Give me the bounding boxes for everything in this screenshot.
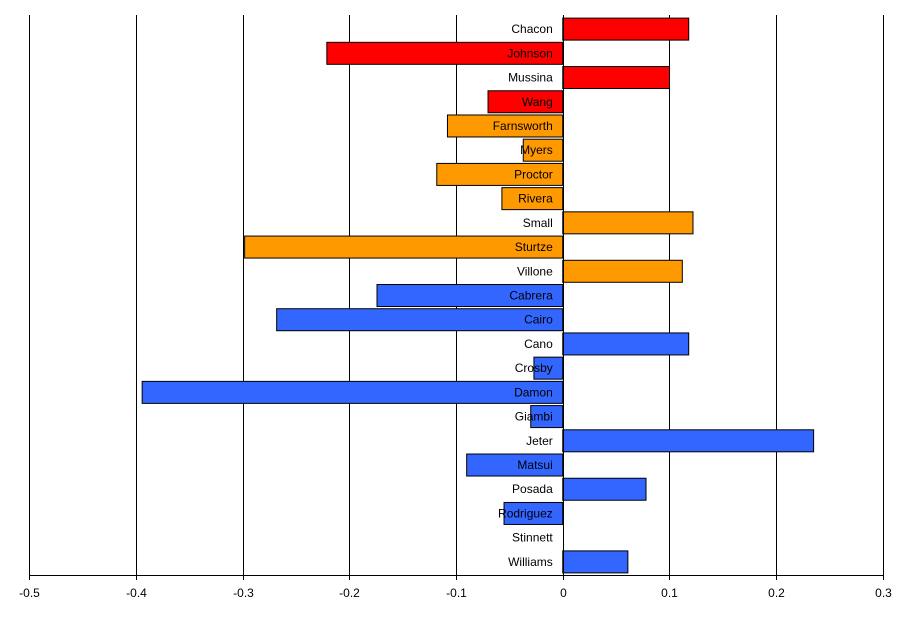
bar (562, 66, 670, 90)
label-background (458, 66, 563, 89)
category-label: Matsui (517, 458, 552, 472)
bar (276, 308, 564, 332)
category-labels: Chacon Johnson Mussina Wang Farnsworth Myers P… (493, 15, 564, 575)
label-background (458, 429, 563, 452)
bar (562, 332, 690, 356)
x-tick-label: -0.2 (339, 586, 360, 600)
x-tick-label: 0 (560, 586, 567, 600)
category-label: Myers (520, 143, 553, 157)
category-label: Chacon (511, 22, 552, 36)
bar (446, 114, 564, 138)
bar (562, 429, 815, 453)
bar (562, 477, 647, 501)
x-tick-label: 0.2 (768, 586, 785, 600)
bar (562, 17, 690, 41)
x-tick-label: 0.3 (875, 586, 892, 600)
bars (141, 17, 815, 574)
category-label: Williams (508, 555, 553, 569)
label-background (458, 550, 563, 573)
bar (487, 90, 564, 114)
category-label: Small (523, 216, 553, 230)
category-label: Mussina (508, 71, 553, 85)
category-label: Cano (524, 337, 553, 351)
bar (436, 162, 564, 186)
category-label: Wang (522, 95, 553, 109)
bar (326, 41, 564, 65)
label-background (458, 260, 563, 283)
x-ticks: -0.5 -0.4 -0.3 -0.2 -0.1 0 0.1 0.2 0.3 (19, 575, 892, 600)
label-background (458, 332, 563, 355)
bar (562, 550, 629, 574)
x-tick-label: -0.4 (126, 586, 147, 600)
bar (533, 356, 564, 380)
category-label: Cairo (524, 313, 553, 327)
bar (530, 405, 564, 429)
category-label: Farnsworth (493, 119, 553, 133)
category-label: Rodriguez (498, 506, 553, 520)
category-label: Damon (514, 385, 553, 399)
bar (562, 259, 683, 283)
bar (466, 453, 564, 477)
bar (503, 501, 564, 525)
label-background (458, 526, 563, 549)
category-label: Cabrera (509, 289, 553, 303)
category-label: Stinnett (512, 531, 553, 545)
category-label: Crosby (515, 361, 553, 375)
category-label: Giambi (515, 410, 553, 424)
category-label: Jeter (526, 434, 553, 448)
x-tick-label: -0.5 (19, 586, 40, 600)
bar (141, 380, 564, 404)
label-background (458, 18, 563, 41)
bar (376, 284, 564, 307)
label-background (458, 478, 563, 501)
x-tick-label: -0.3 (233, 586, 254, 600)
x-tick-label: -0.1 (446, 586, 467, 600)
category-label: Johnson (507, 46, 552, 60)
category-label: Sturtze (515, 240, 553, 254)
bar (562, 211, 694, 235)
category-label: Posada (512, 482, 553, 496)
bar (522, 138, 564, 162)
bar (501, 187, 564, 211)
x-tick-label: 0.1 (661, 586, 678, 600)
category-label: Rivera (518, 192, 553, 206)
label-background (458, 211, 563, 234)
category-label: Proctor (514, 167, 553, 181)
category-label: Villone (517, 264, 553, 278)
bar (244, 235, 564, 259)
